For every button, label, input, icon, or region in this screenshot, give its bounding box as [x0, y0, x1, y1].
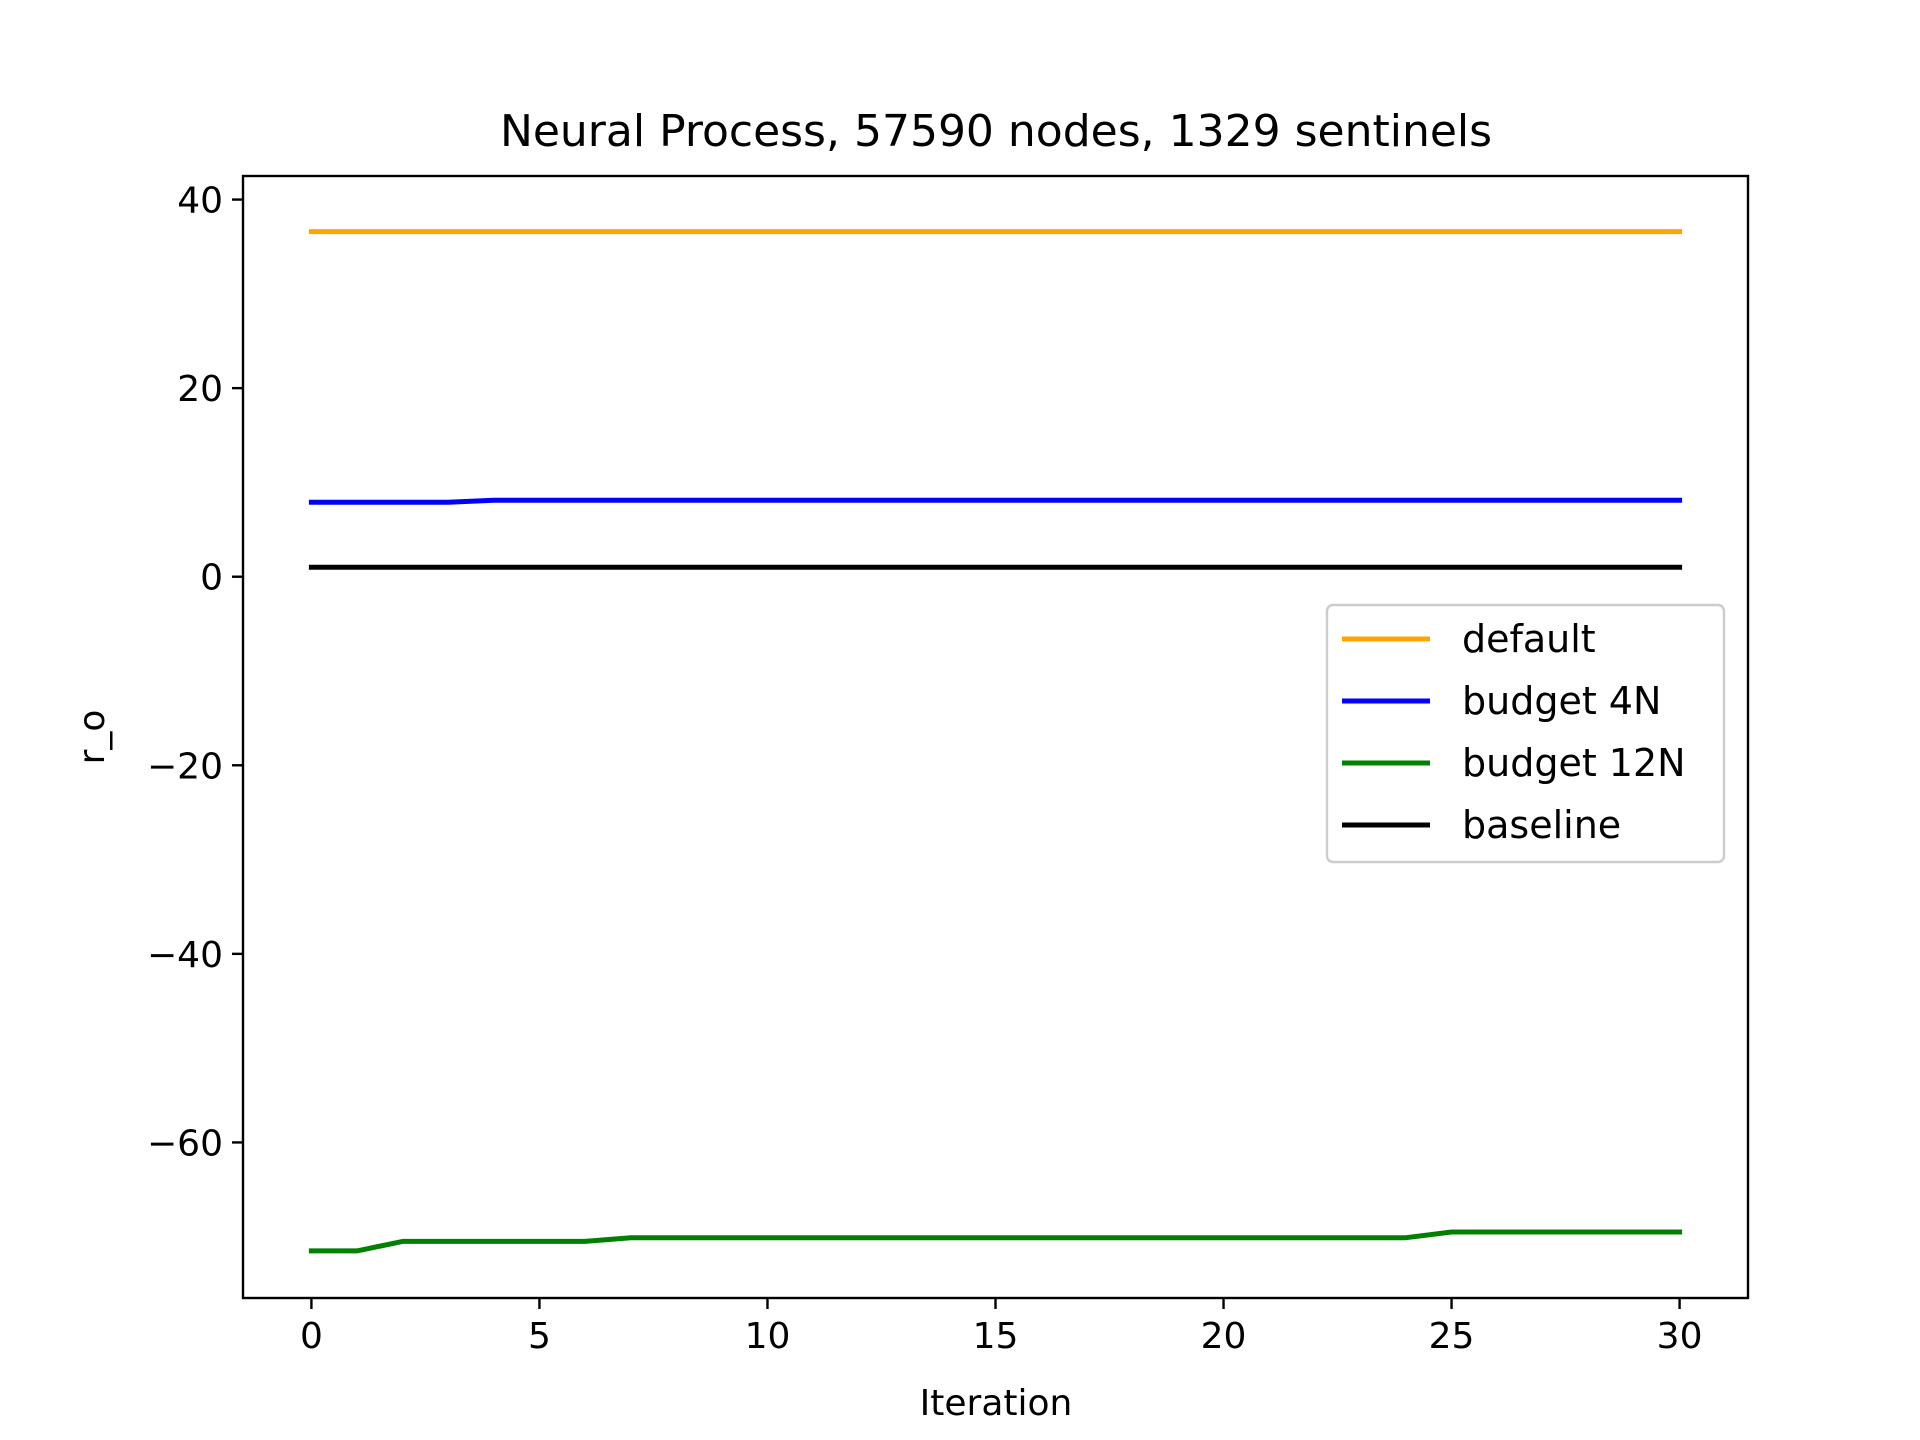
- y-tick-label: 20: [177, 369, 223, 410]
- y-tick-label: 0: [200, 558, 223, 599]
- x-tick-label: 25: [1429, 1316, 1475, 1357]
- chart-title: Neural Process, 57590 nodes, 1329 sentin…: [500, 106, 1492, 157]
- legend-label-budget-4n: budget 4N: [1462, 679, 1661, 723]
- x-axis-label: Iteration: [920, 1383, 1073, 1424]
- y-tick-label: −20: [147, 746, 223, 787]
- legend-label-default: default: [1462, 617, 1596, 661]
- y-tick-label: −60: [147, 1123, 223, 1164]
- x-tick-label: 30: [1657, 1316, 1703, 1357]
- y-tick-label: −40: [147, 935, 223, 976]
- x-tick-label: 20: [1201, 1316, 1247, 1357]
- legend-label-baseline: baseline: [1462, 803, 1621, 847]
- legend-box: [1325, 603, 1726, 864]
- y-tick-label: 40: [177, 181, 223, 222]
- x-tick-label: 10: [745, 1316, 791, 1357]
- series-line-budget-12n: [308, 1229, 1683, 1254]
- series-layer: [308, 229, 1683, 1254]
- series-line-budget-4n: [308, 497, 1683, 505]
- legend: default budget 4N budget 12N baseline: [1325, 603, 1726, 864]
- y-axis-label: r_o: [72, 710, 113, 765]
- x-axis: 0 5 10 15 20 25 30: [300, 1298, 1703, 1357]
- x-tick-label: 0: [300, 1316, 323, 1357]
- x-tick-label: 5: [528, 1316, 551, 1357]
- legend-label-budget-12n: budget 12N: [1462, 741, 1686, 785]
- x-tick-label: 15: [973, 1316, 1019, 1357]
- y-axis: 40 20 0 −20 −40 −60: [147, 181, 243, 1164]
